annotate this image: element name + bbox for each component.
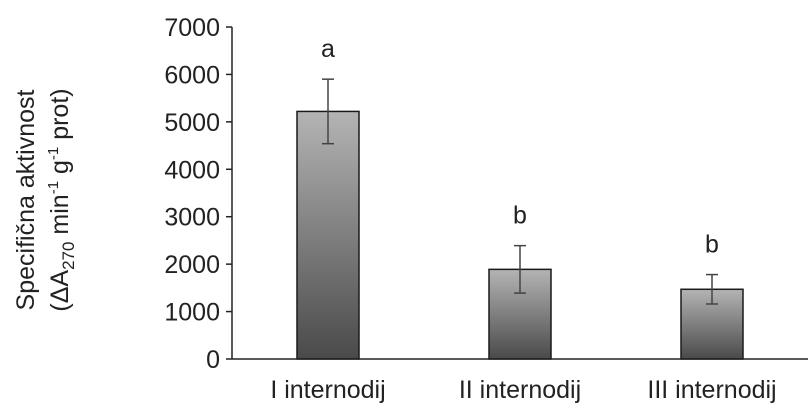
y-tick-label: 1000 <box>164 299 220 327</box>
significance-letter: a <box>321 35 335 63</box>
error-bar <box>322 78 334 145</box>
significance-letter: b <box>705 231 719 259</box>
significance-letter: b <box>513 202 527 230</box>
y-axis-ticks: 0 1000 2000 3000 4000 5000 6000 7000 <box>164 14 232 374</box>
y-tick-label: 2000 <box>164 251 220 279</box>
category-label: I internodij <box>270 376 385 404</box>
bar <box>296 110 360 360</box>
y-tick-label: 3000 <box>164 204 220 232</box>
y-tick-label: 7000 <box>164 14 220 42</box>
y-axis-title-line1: Specifična aktivnost <box>12 89 40 310</box>
y-tick-label: 5000 <box>164 109 220 137</box>
y-axis-title: Specifična aktivnost (ΔA270 min-1 g-1 pr… <box>12 88 78 311</box>
bars <box>296 110 744 360</box>
significance-letters: a b b <box>321 35 719 258</box>
y-axis-title-line2: (ΔA270 min-1 g-1 prot) <box>45 88 78 311</box>
category-label: II internodij <box>459 376 581 404</box>
y-tick-label: 0 <box>206 346 220 374</box>
y-tick-label: 6000 <box>164 61 220 89</box>
y-tick-label: 4000 <box>164 156 220 184</box>
error-bar <box>706 273 718 305</box>
error-bar <box>514 244 526 294</box>
category-labels: I internodij II internodij III internodij <box>270 376 776 404</box>
category-label: III internodij <box>647 376 776 404</box>
error-bars <box>322 78 718 305</box>
